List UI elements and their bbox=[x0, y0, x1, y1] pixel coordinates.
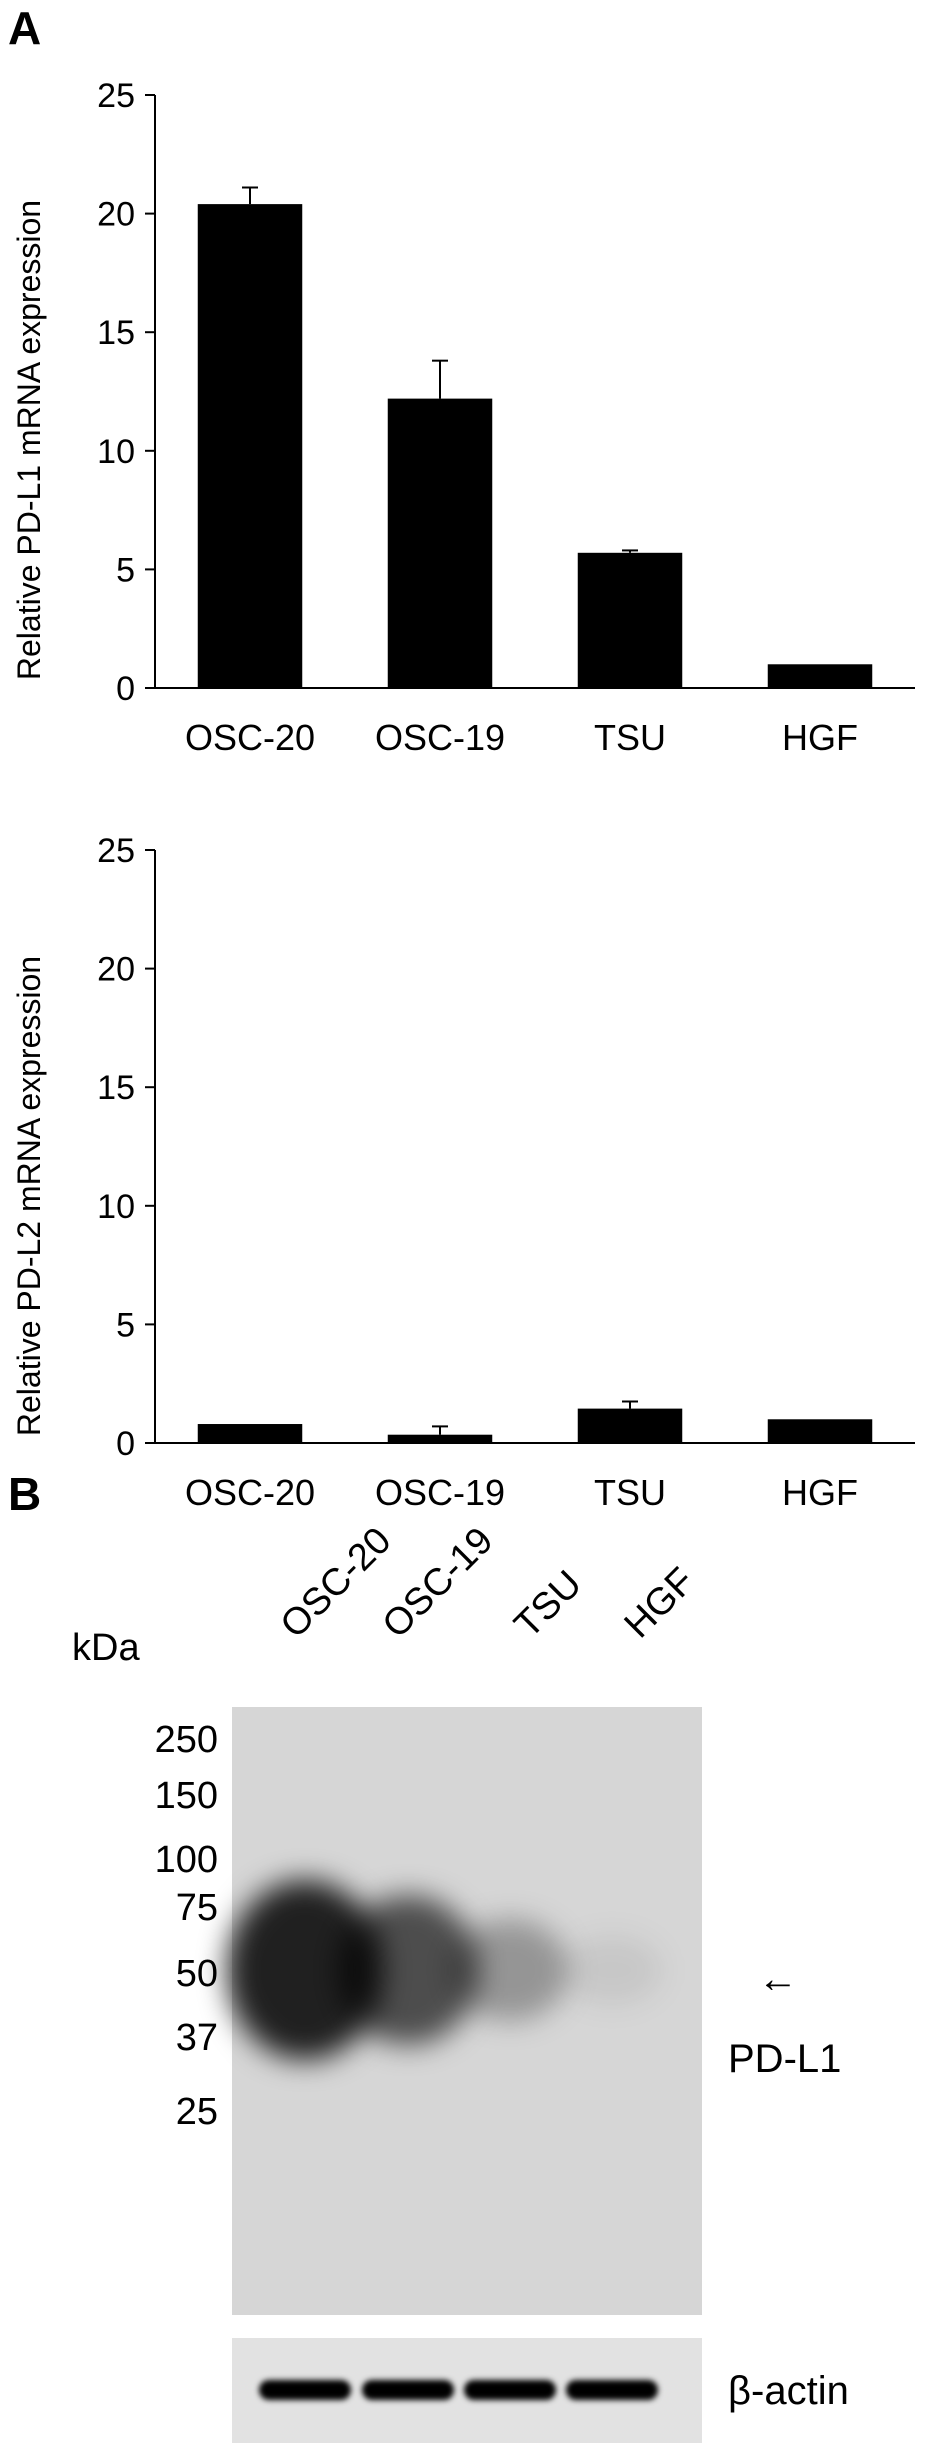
lane-label-hgf: HGF bbox=[617, 1560, 703, 1646]
lane-label-osc19: OSC-19 bbox=[375, 1520, 502, 1647]
x-category-label: OSC-19 bbox=[375, 1472, 505, 1513]
y-tick-label: 15 bbox=[97, 314, 135, 352]
actin-band bbox=[566, 2380, 658, 2400]
x-category-label: OSC-19 bbox=[375, 717, 505, 758]
y-tick-label: 10 bbox=[97, 433, 135, 471]
y-tick-label: 15 bbox=[97, 1069, 135, 1107]
marker-150: 150 bbox=[155, 1775, 218, 1817]
pdl1-band bbox=[561, 1935, 663, 2005]
panel-a-letter: A bbox=[8, 2, 41, 54]
bar bbox=[197, 204, 303, 688]
panel-b-letter: B bbox=[8, 1468, 41, 1520]
y-tick-label: 25 bbox=[97, 832, 135, 870]
bar bbox=[387, 398, 493, 688]
marker-100: 100 bbox=[155, 1839, 218, 1881]
pdl2-bar-chart: Relative PD-L2 mRNA expression 0 5 10 15 20 2… bbox=[11, 832, 915, 1513]
pdl1-bar-chart: Relative PD-L1 mRNA expression 0 5 10 15 20 2… bbox=[11, 77, 915, 758]
y-tick-label: 0 bbox=[116, 670, 135, 708]
y-tick-label: 5 bbox=[116, 551, 135, 589]
pdl1-band bbox=[451, 1919, 569, 2021]
western-blot: kDa OSC-20 OSC-19 TSU HGF 250 150 100 75… bbox=[72, 1520, 849, 2443]
marker-250: 250 bbox=[155, 1719, 218, 1761]
actin-band bbox=[362, 2380, 454, 2400]
actin-loading-label: β-actin bbox=[728, 2369, 849, 2413]
marker-37: 37 bbox=[176, 2017, 218, 2059]
pdl1-band bbox=[227, 1880, 383, 2060]
y-tick-label: 25 bbox=[97, 77, 135, 115]
bar bbox=[197, 1424, 303, 1443]
pdl1-y-axis-label: Relative PD-L1 mRNA expression bbox=[11, 200, 47, 680]
bar bbox=[577, 552, 683, 688]
pdl1-arrow-icon: ← bbox=[758, 1957, 798, 2001]
bar bbox=[577, 1408, 683, 1443]
lane-label-tsu: TSU bbox=[507, 1563, 590, 1646]
bar bbox=[767, 664, 873, 688]
marker-25: 25 bbox=[176, 2091, 218, 2133]
actin-band bbox=[259, 2380, 351, 2400]
y-tick-label: 20 bbox=[97, 196, 135, 234]
marker-75: 75 bbox=[176, 1887, 218, 1929]
actin-band bbox=[464, 2380, 556, 2400]
x-category-label: HGF bbox=[782, 1472, 858, 1513]
y-tick-label: 20 bbox=[97, 951, 135, 989]
marker-50: 50 bbox=[176, 1953, 218, 1995]
pdl1-target-label: PD-L1 bbox=[728, 2037, 841, 2081]
y-tick-label: 10 bbox=[97, 1188, 135, 1226]
actin-bands bbox=[259, 2380, 658, 2400]
bar bbox=[767, 1419, 873, 1443]
x-category-label: TSU bbox=[594, 717, 666, 758]
y-tick-label: 5 bbox=[116, 1306, 135, 1344]
y-tick-label: 0 bbox=[116, 1425, 135, 1463]
x-category-label: OSC-20 bbox=[185, 717, 315, 758]
x-category-label: OSC-20 bbox=[185, 1472, 315, 1513]
x-category-label: HGF bbox=[782, 717, 858, 758]
pdl2-y-axis-label: Relative PD-L2 mRNA expression bbox=[11, 956, 47, 1436]
kda-unit-label: kDa bbox=[72, 1627, 140, 1669]
pdl1-band bbox=[337, 1895, 479, 2045]
pdl1-bands bbox=[227, 1880, 663, 2060]
x-category-label: TSU bbox=[594, 1472, 666, 1513]
lane-label-osc20: OSC-20 bbox=[273, 1520, 400, 1647]
bar bbox=[387, 1434, 493, 1443]
